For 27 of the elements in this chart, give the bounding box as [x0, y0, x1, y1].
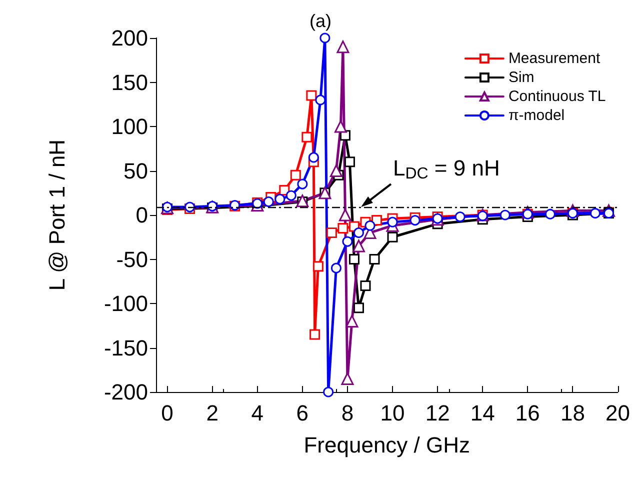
x-tick-label: 6 — [296, 400, 309, 426]
y-tick-label: 50 — [124, 158, 148, 184]
legend-label: Measurement — [508, 50, 601, 67]
y-axis-title: L @ Port 1 / nH — [44, 139, 70, 291]
x-tick-label: 0 — [161, 400, 174, 426]
chart-title: (a) — [310, 11, 332, 31]
x-tick-label: 14 — [470, 400, 495, 426]
y-tick-label: -50 — [116, 246, 148, 272]
x-tick-label: 18 — [560, 400, 585, 426]
x-tick-label: 10 — [380, 400, 405, 426]
x-tick-label: 20 — [606, 400, 630, 426]
x-tick-label: 2 — [206, 400, 218, 426]
x-tick-label: 4 — [251, 400, 264, 426]
y-tick-label: -100 — [104, 291, 148, 316]
legend-label: Sim — [508, 69, 534, 86]
y-tick-label: 100 — [111, 114, 148, 139]
legend-label: π-model — [508, 107, 565, 124]
x-tick-label: 12 — [425, 400, 450, 426]
x-axis-title: Frequency / GHz — [304, 432, 470, 458]
y-tick-label: 200 — [111, 26, 148, 50]
legend-label: Continuous TL — [508, 88, 606, 105]
x-tick-label: 16 — [515, 400, 540, 426]
y-tick-label: 150 — [111, 70, 148, 95]
y-tick-label: -200 — [104, 380, 148, 404]
x-tick-label: 8 — [341, 400, 354, 426]
y-tick-label: -150 — [104, 335, 148, 360]
y-tick-label: 0 — [136, 202, 148, 228]
